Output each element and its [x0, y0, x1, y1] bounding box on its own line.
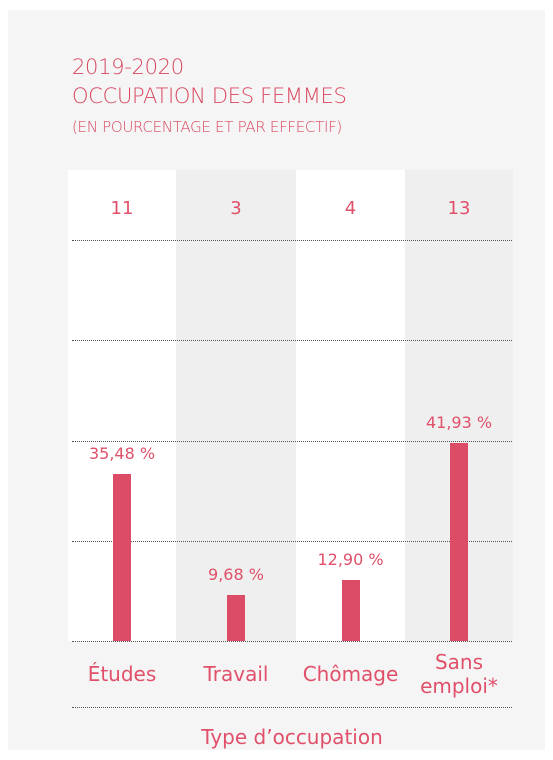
count-label: 11 — [110, 198, 134, 219]
value-label: 12,90 % — [317, 550, 384, 570]
guide-line — [72, 440, 512, 442]
value-label: 9,68 % — [208, 565, 264, 585]
count-label: 4 — [344, 198, 357, 219]
guide-line — [72, 340, 512, 342]
chart-subtitle: OCCUPATION DES FEMMES — [72, 84, 347, 108]
count-label: 3 — [230, 198, 242, 219]
chart-note: (EN POURCENTAGE ET PAR EFFECTIF) — [72, 118, 342, 136]
bar — [450, 443, 468, 641]
x-tick-label: Chômage — [302, 662, 399, 686]
guide-line — [72, 641, 512, 642]
x-tick-label: Sans emploi* — [420, 650, 498, 698]
column-bg — [176, 170, 296, 641]
x-tick-label: Études — [87, 662, 157, 686]
divider — [72, 707, 512, 708]
x-tick-label: Travail — [203, 662, 269, 686]
value-label: 35,48 % — [88, 443, 156, 463]
bar — [227, 595, 245, 641]
bar — [341, 580, 360, 641]
column-bg — [296, 170, 405, 641]
x-axis-label: Type d’occupation — [201, 725, 383, 749]
count-label: 13 — [447, 198, 471, 219]
chart-title: 2019-2020 — [72, 55, 184, 79]
guide-line — [72, 240, 512, 241]
value-label: 41,93 % — [425, 413, 493, 433]
guide-line — [72, 540, 512, 542]
bar — [113, 473, 131, 641]
